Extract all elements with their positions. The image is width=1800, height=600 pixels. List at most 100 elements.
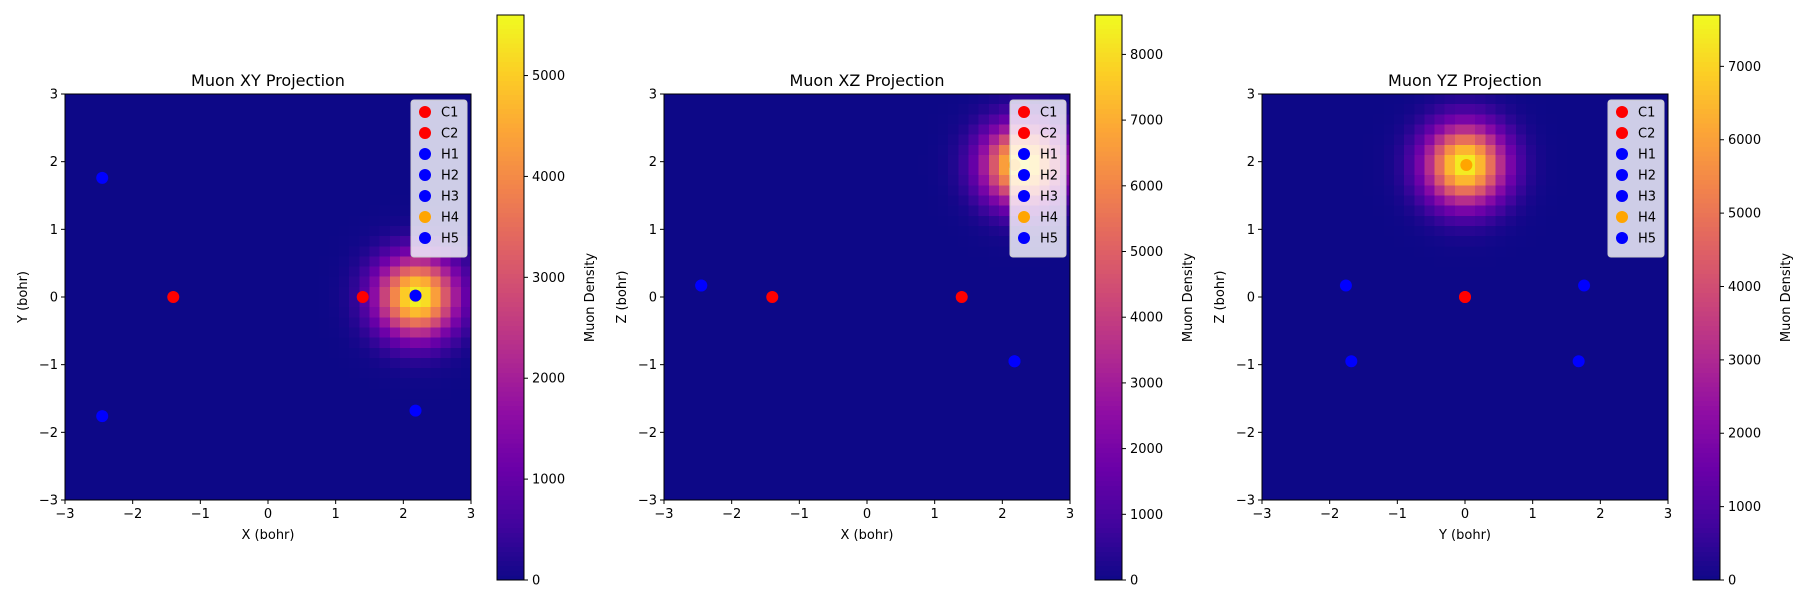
heatmap-cell	[1485, 317, 1497, 329]
heatmap-cell	[176, 489, 188, 501]
heatmap-cell	[714, 297, 726, 308]
heatmap-cell	[450, 317, 462, 329]
heatmap-cell	[785, 266, 797, 278]
heatmap-cell	[897, 215, 909, 227]
heatmap-cell	[816, 124, 827, 136]
heatmap-cell	[1322, 154, 1334, 166]
heatmap-cell	[745, 408, 756, 420]
heatmap-cell	[988, 276, 1000, 288]
heatmap-cell	[836, 428, 848, 440]
legend-label: H4	[441, 211, 459, 226]
heatmap-cell	[745, 439, 756, 450]
heatmap-cell	[349, 185, 360, 197]
heatmap-cell	[146, 489, 157, 501]
heatmap-cell	[998, 489, 1010, 501]
heatmap-cell	[1282, 185, 1294, 197]
heatmap-cell	[95, 104, 107, 115]
heatmap-cell	[1586, 205, 1598, 217]
heatmap-cell	[1525, 337, 1537, 349]
heatmap-cell	[1556, 428, 1568, 440]
heatmap-cell	[166, 175, 178, 186]
heatmap-cell	[1454, 286, 1466, 298]
heatmap-cell	[927, 114, 939, 126]
heatmap-cell	[146, 378, 157, 389]
colorbar-segment	[1095, 349, 1122, 355]
heatmap-cell	[674, 398, 685, 410]
colorbar-segment	[497, 259, 524, 266]
colorbar-segment	[497, 476, 524, 482]
heatmap-cell	[247, 408, 259, 420]
heatmap-cell	[105, 357, 117, 369]
heatmap-cell	[1434, 428, 1446, 440]
heatmap-cell	[379, 388, 391, 400]
heatmap-cell	[664, 398, 675, 410]
heatmap-cell	[867, 469, 878, 481]
heatmap-cell	[1383, 459, 1395, 471]
heatmap-cell	[1373, 337, 1385, 349]
colorbar-segment	[497, 386, 524, 393]
heatmap-cell	[806, 418, 817, 430]
colorbar-segment	[497, 443, 524, 449]
heatmap-cell	[1454, 276, 1466, 288]
heatmap-cell	[1009, 276, 1020, 288]
colorbar-segment	[497, 160, 524, 167]
heatmap-cell	[1495, 104, 1507, 115]
heatmap-cell	[1282, 175, 1294, 186]
heatmap-cell	[318, 398, 330, 410]
heatmap-cell	[1586, 215, 1598, 227]
heatmap-cell	[795, 317, 807, 329]
heatmap-cell	[704, 357, 716, 369]
heatmap-cell	[440, 337, 452, 349]
heatmap-cell	[125, 439, 137, 450]
heatmap-cell	[298, 154, 310, 166]
heatmap-cell	[785, 124, 797, 136]
heatmap-cell	[1525, 266, 1537, 278]
heatmap-cell	[1454, 114, 1466, 126]
heatmap-cell	[166, 114, 178, 126]
y-tick-label: −3	[39, 494, 58, 509]
heatmap-cell	[1586, 408, 1598, 420]
heatmap-cell	[958, 388, 970, 400]
colorbar-segment	[497, 43, 524, 49]
heatmap-cell	[1536, 307, 1547, 318]
heatmap-cell	[1322, 337, 1334, 349]
heatmap-cell	[856, 337, 868, 349]
heatmap-cell	[877, 428, 888, 440]
heatmap-cell	[75, 144, 86, 156]
heatmap-cell	[897, 104, 909, 115]
heatmap-cell	[308, 124, 320, 136]
heatmap-cell	[328, 114, 340, 126]
heatmap-cell	[268, 357, 279, 369]
heatmap-cell	[1302, 297, 1314, 308]
heatmap-cell	[1424, 276, 1436, 288]
heatmap-cell	[806, 439, 817, 450]
heatmap-cell	[125, 347, 137, 359]
heatmap-cell	[664, 449, 675, 460]
heatmap-cell	[856, 408, 868, 420]
heatmap-cell	[674, 266, 685, 278]
heatmap-cell	[775, 449, 787, 460]
heatmap-cell	[349, 307, 360, 318]
heatmap-cell	[1404, 398, 1415, 410]
heatmap-cell	[95, 144, 107, 156]
heatmap-cell	[420, 357, 431, 369]
heatmap-cell	[1373, 276, 1385, 288]
colorbar-segment	[1095, 24, 1122, 30]
heatmap-cell	[1465, 225, 1476, 237]
heatmap-cell	[176, 94, 188, 105]
heatmap-cell	[1444, 307, 1456, 318]
heatmap-cell	[359, 479, 371, 491]
heatmap-cell	[684, 104, 696, 115]
heatmap-cell	[968, 297, 980, 308]
heatmap-cell	[328, 286, 340, 298]
heatmap-cell	[1586, 276, 1598, 288]
heatmap-cell	[785, 256, 797, 268]
heatmap-cell	[85, 449, 97, 460]
heatmap-cell	[460, 398, 472, 410]
heatmap-cell	[85, 297, 97, 308]
heatmap-cell	[958, 225, 970, 237]
heatmap-cell	[288, 479, 300, 491]
heatmap-cell	[146, 144, 157, 156]
heatmap-cell	[1292, 225, 1304, 237]
heatmap-cell	[298, 134, 310, 146]
